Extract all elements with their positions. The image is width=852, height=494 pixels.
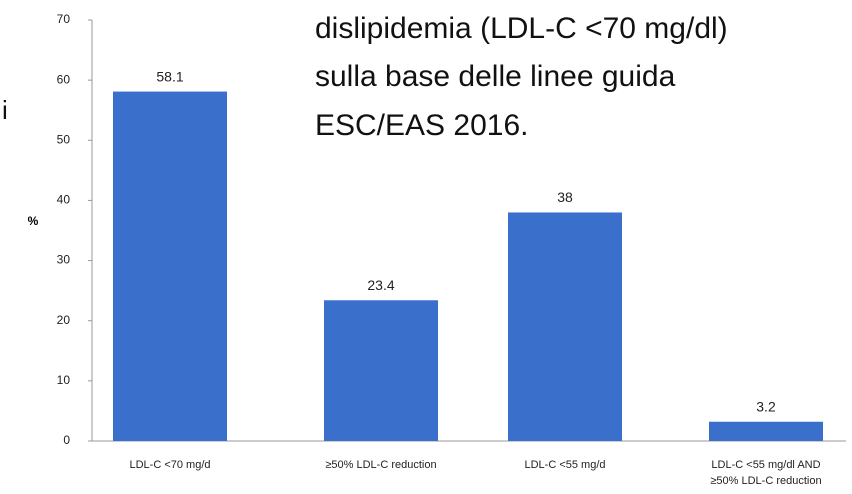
y-tick-label: 50: [57, 132, 71, 146]
bar: [324, 300, 438, 441]
annotation: ESC/EAS 2016.: [315, 109, 528, 142]
annotation: i: [2, 95, 8, 125]
y-tick-label: 30: [57, 253, 71, 267]
value-label: 23.4: [367, 277, 394, 293]
value-label: 3.2: [756, 398, 776, 414]
x-tick-label: LDL-C <70 mg/d: [129, 459, 211, 471]
y-tick-label: 60: [57, 72, 71, 86]
x-tick-label: LDL-C <55 mg/d: [524, 459, 606, 471]
x-tick-label: LDL-C <55 mg/dl AND ≥50% LDL-C reduction: [710, 459, 822, 487]
bar: [113, 91, 227, 441]
bar: [508, 212, 622, 441]
annotation: sulla base delle linee guida: [315, 60, 676, 93]
value-label: 38: [557, 189, 573, 205]
y-tick-label: 70: [57, 12, 71, 26]
y-tick-label: 0: [63, 433, 70, 447]
y-tick-label: 20: [57, 313, 71, 327]
y-tick-label: 10: [57, 373, 71, 387]
value-label: 58.1: [156, 68, 183, 84]
x-tick-label: ≥50% LDL-C reduction: [325, 459, 437, 471]
y-tick-label: 40: [57, 193, 71, 207]
bar: [709, 421, 823, 441]
y-axis-label: %: [28, 214, 39, 228]
annotation: dislipidemia (LDL-C <70 mg/dl): [315, 12, 728, 45]
